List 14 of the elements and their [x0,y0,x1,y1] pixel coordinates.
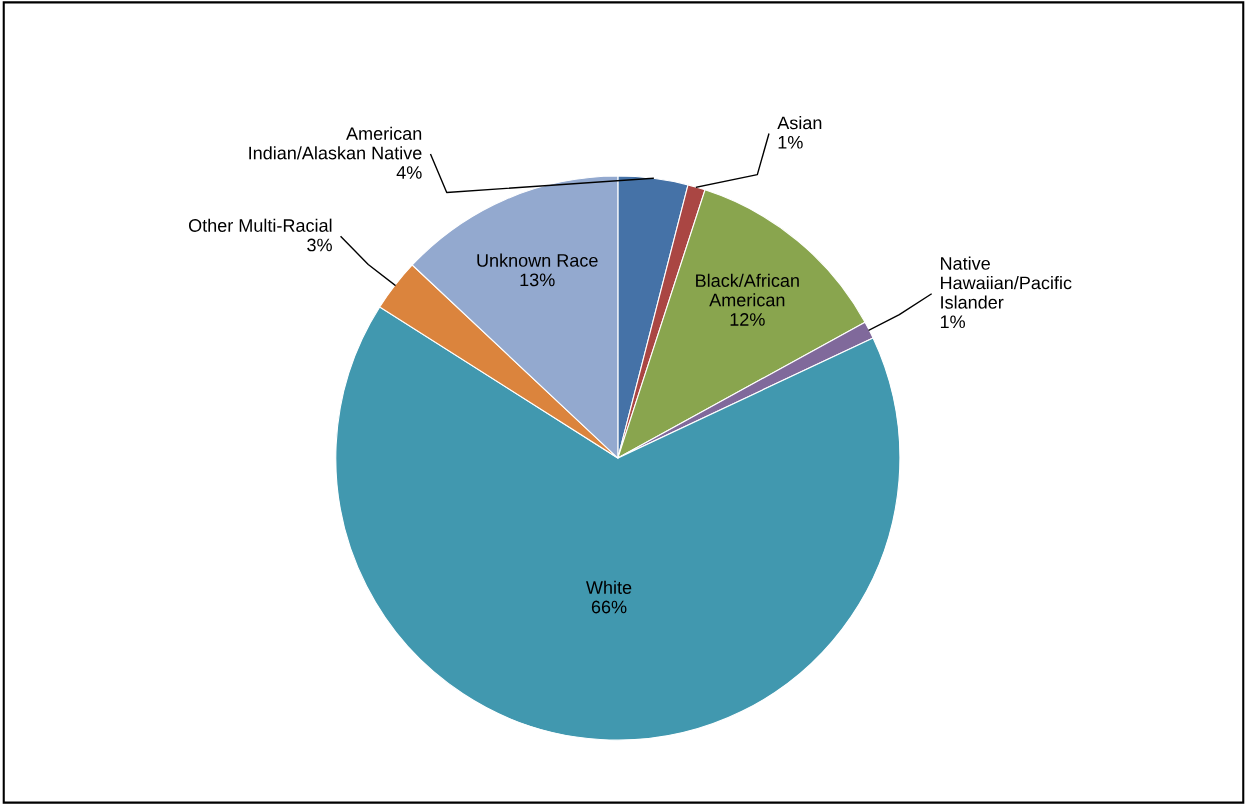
data-label: 12% [730,313,765,326]
data-label: 4% [396,166,422,179]
data-label: 3% [307,238,332,252]
data-label: 13% [520,273,555,287]
slice-label: White [586,580,632,594]
slice-label: American Indian/Alaskan Native [249,126,422,160]
slice-label: Other Multi-Racial [188,218,332,232]
slice-label: Black/African American [696,273,799,307]
slice-label: Asian [777,115,822,130]
data-label: 1% [778,135,803,149]
slice-label: Native Hawaiian/Pacific Islander [941,256,1072,309]
slice-label: Unknown Race [477,253,598,267]
data-label: 66% [591,600,627,614]
data-label: 1% [940,315,965,329]
